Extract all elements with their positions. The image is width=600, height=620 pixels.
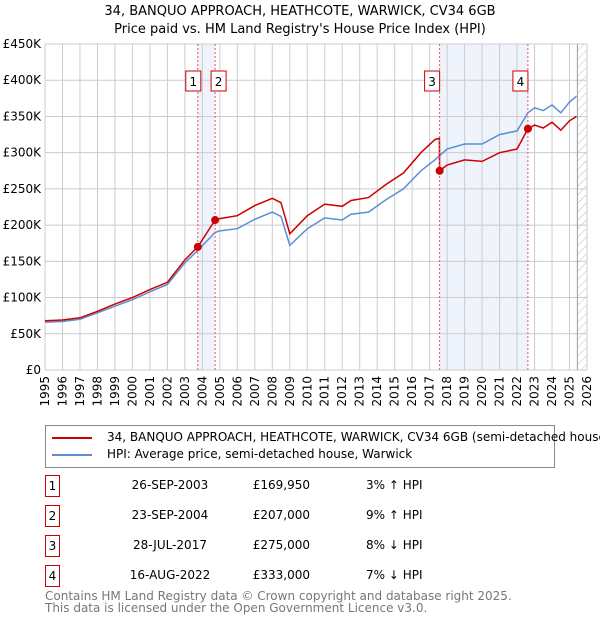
- y-tick-label: £50K: [10, 327, 42, 341]
- y-tick-label: £450K: [3, 37, 43, 51]
- sale-label: 3: [428, 75, 436, 89]
- table-row: 4 16-AUG-2022 £333,000 7% ↓ HPI: [45, 565, 445, 587]
- x-tick-label: 2017: [423, 376, 437, 407]
- y-tick-label: £400K: [3, 73, 43, 87]
- x-tick-label: 2022: [510, 376, 524, 407]
- sale-date: 23-SEP-2004: [131, 508, 209, 522]
- table-row: 3 28-JUL-2017 £275,000 8% ↓ HPI: [45, 535, 445, 557]
- x-tick-label: 2007: [248, 376, 262, 407]
- sale-date: 28-JUL-2017: [133, 538, 207, 552]
- footer-licence: This data is licensed under the Open Gov…: [45, 601, 428, 615]
- hpi-change: 9% ↑ HPI: [366, 508, 423, 522]
- x-tick-label: 2026: [580, 376, 594, 407]
- x-tick-label: 2000: [125, 376, 139, 407]
- price-chart: 34, BANQUO APPROACH, HEATHCOTE, WARWICK,…: [3, 4, 594, 407]
- sale-label: 2: [215, 75, 223, 89]
- x-tick-label: 2012: [335, 376, 349, 407]
- x-tick-label: 2020: [475, 376, 489, 407]
- x-tick-label: 2009: [283, 376, 297, 407]
- hpi-change: 8% ↓ HPI: [366, 538, 423, 552]
- sale-marker-badge: 1: [45, 475, 60, 497]
- x-tick-label: 2013: [353, 376, 367, 407]
- sale-marker-badge: 4: [45, 565, 60, 587]
- y-tick-label: £300K: [3, 146, 43, 160]
- x-tick-label: 2019: [458, 376, 472, 407]
- table-row: 1 26-SEP-2003 £169,950 3% ↑ HPI: [45, 475, 445, 497]
- legend-swatch-red: [52, 437, 92, 439]
- sale-point: [435, 166, 444, 175]
- sale-point: [211, 216, 220, 225]
- x-tick-label: 2014: [370, 376, 384, 407]
- x-tick-label: 2006: [230, 376, 244, 407]
- x-tick-label: 1995: [38, 376, 52, 407]
- x-tick-label: 2003: [178, 376, 192, 407]
- sale-label-box: [185, 70, 202, 92]
- x-tick-label: 1998: [90, 376, 104, 407]
- x-tick-label: 1997: [73, 376, 87, 407]
- legend-label: 34, BANQUO APPROACH, HEATHCOTE, WARWICK,…: [107, 430, 600, 444]
- legend: 34, BANQUO APPROACH, HEATHCOTE, WARWICK,…: [45, 425, 600, 468]
- x-tick-label: 1996: [55, 376, 69, 407]
- sale-marker-badge: 2: [45, 505, 60, 527]
- x-tick-label: 2025: [563, 376, 577, 407]
- y-tick-label: £100K: [3, 291, 43, 305]
- x-tick-label: 2011: [318, 376, 332, 407]
- sale-label-box: [210, 70, 227, 92]
- shaded-period: [197, 44, 216, 370]
- table-row: 2 23-SEP-2004 £207,000 9% ↑ HPI: [45, 505, 445, 527]
- series-line: [44, 115, 577, 322]
- y-tick-label: £250K: [3, 182, 43, 196]
- x-tick-label: 2024: [545, 376, 559, 407]
- shaded-period: [439, 44, 528, 370]
- x-tick-label: 2008: [265, 376, 279, 407]
- x-tick-label: 2010: [300, 376, 314, 407]
- x-tick-label: 2023: [528, 376, 542, 407]
- x-tick-label: 2001: [143, 376, 157, 407]
- series-line: [44, 95, 577, 323]
- x-tick-label: 2002: [160, 376, 174, 407]
- sale-price: £169,950: [252, 478, 310, 492]
- sale-label-box: [424, 70, 441, 92]
- legend-label: HPI: Average price, semi-detached house,…: [107, 447, 413, 461]
- y-tick-label: £150K: [3, 254, 43, 268]
- x-tick-label: 1999: [108, 376, 122, 407]
- x-tick-label: 2018: [440, 376, 454, 407]
- sale-price: £207,000: [252, 508, 310, 522]
- x-tick-label: 2016: [405, 376, 419, 407]
- sale-price: £275,000: [252, 538, 310, 552]
- sale-label: 1: [189, 75, 197, 89]
- y-tick-label: £350K: [3, 109, 43, 123]
- hpi-change: 3% ↑ HPI: [366, 478, 423, 492]
- y-tick-label: £0: [26, 363, 41, 377]
- forecast-hatch: [577, 44, 587, 370]
- sale-price: £333,000: [252, 568, 310, 582]
- sale-point: [523, 124, 532, 133]
- x-tick-label: 2021: [493, 376, 507, 407]
- footer-copyright: Contains HM Land Registry data © Crown c…: [45, 589, 512, 603]
- sale-marker-badge: 3: [45, 535, 60, 557]
- legend-swatch-blue: [52, 454, 92, 456]
- hpi-change: 7% ↓ HPI: [366, 568, 423, 582]
- sale-label-box: [512, 70, 529, 92]
- sale-date: 26-SEP-2003: [131, 478, 209, 492]
- chart-subtitle: Price paid vs. HM Land Registry's House …: [114, 22, 486, 37]
- x-tick-label: 2004: [195, 376, 209, 407]
- sale-point: [193, 242, 202, 251]
- sale-date: 16-AUG-2022: [129, 568, 211, 582]
- chart-title: 34, BANQUO APPROACH, HEATHCOTE, WARWICK,…: [104, 4, 495, 19]
- y-tick-label: £200K: [3, 218, 43, 232]
- x-tick-label: 2005: [213, 376, 227, 407]
- x-tick-label: 2015: [388, 376, 402, 407]
- sale-label: 4: [517, 75, 525, 89]
